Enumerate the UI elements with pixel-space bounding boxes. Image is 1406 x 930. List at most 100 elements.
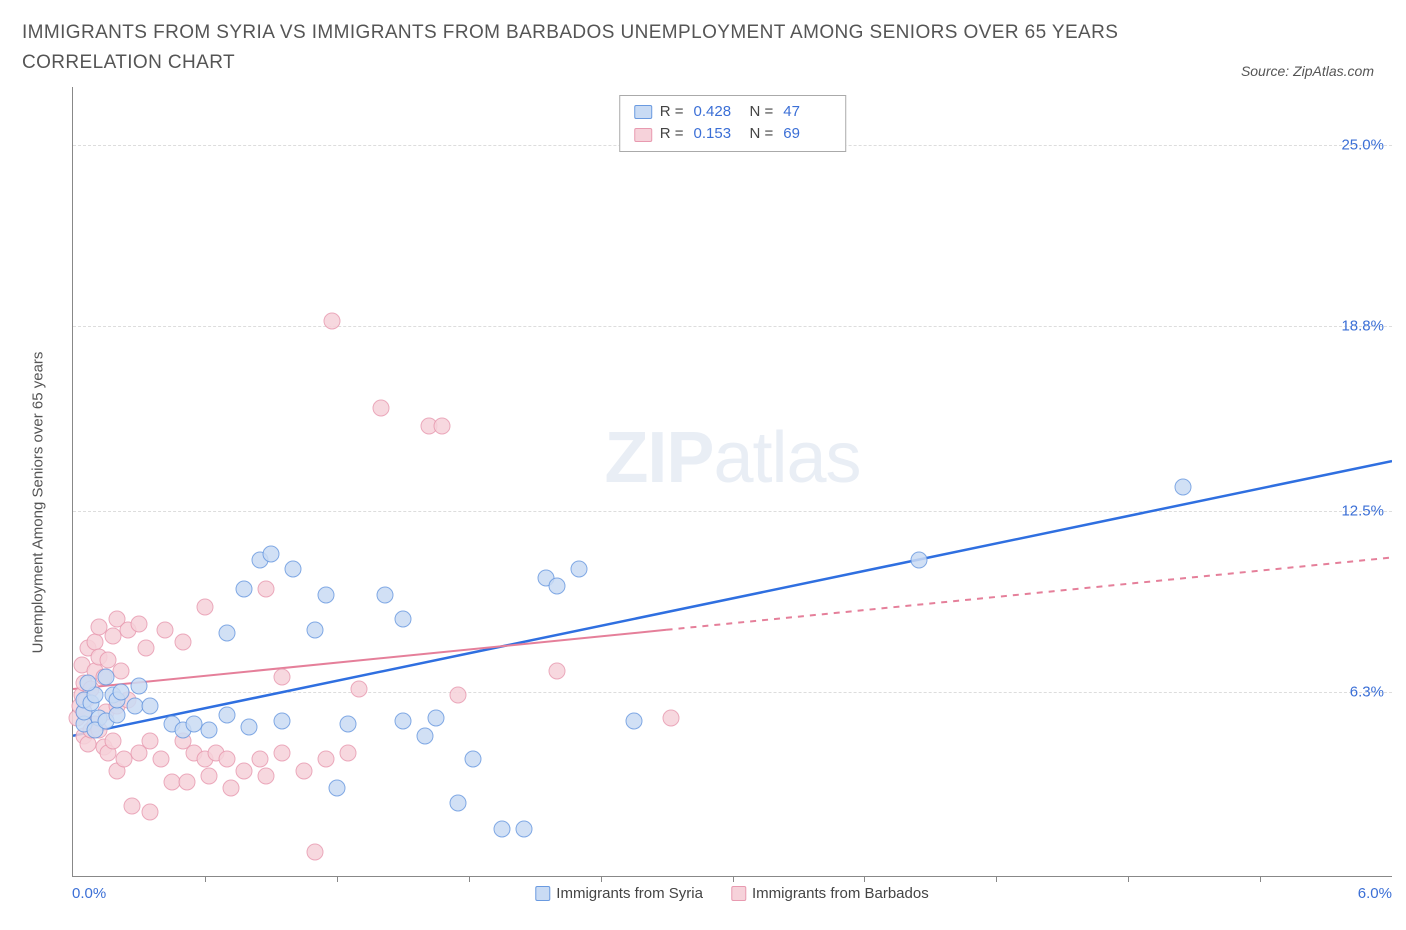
- scatter-point: [137, 639, 154, 656]
- scatter-point: [350, 680, 367, 697]
- x-tick: [337, 876, 338, 882]
- x-axis-min: 0.0%: [72, 885, 106, 902]
- r-value-barbados: 0.153: [694, 123, 742, 146]
- scatter-point: [262, 546, 279, 563]
- scatter-point: [218, 750, 235, 767]
- scatter-point: [416, 727, 433, 744]
- scatter-point: [201, 768, 218, 785]
- scatter-point: [339, 715, 356, 732]
- x-tick: [864, 876, 865, 882]
- scatter-point: [258, 581, 275, 598]
- scatter-point: [1175, 479, 1192, 496]
- chart-header: IMMIGRANTS FROM SYRIA VS IMMIGRANTS FROM…: [22, 18, 1384, 79]
- r-value-syria: 0.428: [694, 101, 742, 124]
- scatter-point: [218, 707, 235, 724]
- scatter-point: [273, 669, 290, 686]
- scatter-point: [295, 762, 312, 779]
- chart-container: Unemployment Among Seniors over 65 years…: [50, 87, 1384, 902]
- legend-entry-barbados: Immigrants from Barbados: [731, 885, 929, 902]
- x-tick: [1128, 876, 1129, 882]
- scatter-point: [328, 780, 345, 797]
- y-tick-label: 25.0%: [1341, 137, 1384, 154]
- watermark: ZIPatlas: [604, 417, 860, 499]
- scatter-point: [236, 581, 253, 598]
- scatter-point: [130, 616, 147, 633]
- grid-line: [73, 511, 1392, 512]
- y-axis-label: Unemployment Among Seniors over 65 years: [30, 352, 47, 654]
- scatter-point: [548, 663, 565, 680]
- scatter-point: [273, 745, 290, 762]
- scatter-plot-area: ZIPatlas R = 0.428 N = 47 R = 0.153 N = …: [72, 87, 1392, 877]
- x-axis: 0.0% Immigrants from Syria Immigrants fr…: [72, 885, 1392, 902]
- scatter-point: [377, 587, 394, 604]
- scatter-point: [548, 578, 565, 595]
- legend-square-barbados: [731, 886, 746, 901]
- scatter-point: [625, 712, 642, 729]
- scatter-point: [113, 663, 130, 680]
- scatter-point: [570, 560, 587, 577]
- legend-swatch-barbados: [634, 128, 652, 142]
- scatter-point: [493, 821, 510, 838]
- legend-label-barbados: Immigrants from Barbados: [752, 885, 929, 902]
- scatter-point: [80, 674, 97, 691]
- y-tick-label: 18.8%: [1341, 318, 1384, 335]
- scatter-point: [141, 803, 158, 820]
- legend-swatch-syria: [634, 105, 652, 119]
- scatter-point: [273, 712, 290, 729]
- scatter-point: [372, 400, 389, 417]
- scatter-point: [427, 709, 444, 726]
- scatter-point: [317, 750, 334, 767]
- scatter-point: [141, 733, 158, 750]
- legend-row-barbados: R = 0.153 N = 69: [634, 123, 832, 146]
- scatter-point: [339, 745, 356, 762]
- scatter-point: [465, 750, 482, 767]
- y-tick-label: 6.3%: [1350, 683, 1384, 700]
- scatter-point: [324, 312, 341, 329]
- scatter-point: [152, 750, 169, 767]
- scatter-point: [240, 718, 257, 735]
- chart-source: Source: ZipAtlas.com: [1241, 63, 1374, 79]
- scatter-point: [394, 712, 411, 729]
- grid-line: [73, 692, 1392, 693]
- x-axis-max: 6.0%: [1358, 885, 1392, 902]
- scatter-point: [449, 686, 466, 703]
- scatter-point: [394, 610, 411, 627]
- scatter-point: [515, 821, 532, 838]
- scatter-point: [108, 707, 125, 724]
- scatter-point: [258, 768, 275, 785]
- scatter-point: [130, 677, 147, 694]
- scatter-point: [251, 750, 268, 767]
- x-tick: [469, 876, 470, 882]
- scatter-point: [124, 797, 141, 814]
- n-value-barbados: 69: [783, 123, 831, 146]
- x-tick: [733, 876, 734, 882]
- scatter-point: [80, 736, 97, 753]
- x-tick: [205, 876, 206, 882]
- chart-title: IMMIGRANTS FROM SYRIA VS IMMIGRANTS FROM…: [22, 18, 1142, 79]
- scatter-point: [218, 625, 235, 642]
- legend-entry-syria: Immigrants from Syria: [535, 885, 703, 902]
- scatter-point: [223, 780, 240, 797]
- scatter-point: [104, 733, 121, 750]
- scatter-point: [97, 669, 114, 686]
- scatter-point: [306, 844, 323, 861]
- x-tick: [1260, 876, 1261, 882]
- trend-lines: [73, 87, 1392, 876]
- scatter-point: [317, 587, 334, 604]
- scatter-point: [157, 622, 174, 639]
- legend-label-syria: Immigrants from Syria: [556, 885, 703, 902]
- legend-square-syria: [535, 886, 550, 901]
- scatter-point: [284, 560, 301, 577]
- y-tick-label: 12.5%: [1341, 502, 1384, 519]
- x-tick: [601, 876, 602, 882]
- scatter-point: [434, 417, 451, 434]
- n-value-syria: 47: [783, 101, 831, 124]
- scatter-point: [113, 683, 130, 700]
- correlation-legend: R = 0.428 N = 47 R = 0.153 N = 69: [619, 95, 847, 152]
- legend-row-syria: R = 0.428 N = 47: [634, 101, 832, 124]
- scatter-point: [196, 598, 213, 615]
- scatter-point: [911, 552, 928, 569]
- scatter-point: [201, 721, 218, 738]
- grid-line: [73, 326, 1392, 327]
- scatter-point: [179, 774, 196, 791]
